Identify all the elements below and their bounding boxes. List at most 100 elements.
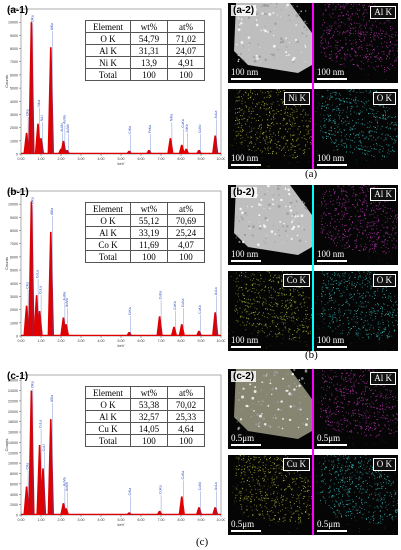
table-cell: O K [85, 398, 131, 411]
y-axis-label: Counts [4, 439, 9, 452]
y-tick-label: 7000 [10, 60, 18, 64]
y-tick-label: 9000 [10, 216, 18, 220]
scale-bar: 100 nm [231, 153, 261, 166]
table-cell: 100 [167, 68, 205, 81]
peak-label: OKa [30, 15, 34, 22]
y-tick-label: 6000 [10, 482, 18, 486]
table-cell: Co K [85, 238, 131, 251]
scale-bar-label: 100 nm [317, 153, 345, 163]
x-tick-label: 4.00 [98, 518, 105, 522]
y-tick-label: 3000 [10, 113, 18, 117]
y-tick-label: 7000 [10, 242, 18, 246]
scale-bar: 100 nm [231, 249, 261, 262]
table-header-cell: at% [167, 386, 205, 399]
scale-bar: 0.5μm [317, 519, 347, 532]
composition-table-a: Element wt% at% O K 54,79 71,02 Al K 31,31 24,07… [85, 20, 205, 81]
map-element-label: O K [372, 92, 396, 105]
peak-label: CuKb [198, 482, 202, 491]
table-cell: 54,79 [130, 32, 168, 45]
x-tick-label: 6.00 [138, 157, 145, 161]
x-tick-label: 10.00 [217, 157, 226, 161]
table-cell: O K [85, 32, 131, 45]
table-cell: 100 [167, 250, 205, 263]
table-cell: Al K [85, 410, 131, 423]
scale-bar: 100 nm [231, 335, 261, 348]
scale-bar-line [231, 346, 261, 348]
map-divider [312, 369, 314, 535]
x-tick-label: 7.00 [158, 339, 165, 343]
scale-bar-label: 0.5μm [231, 433, 255, 443]
peak-label: AuMb [66, 124, 70, 133]
peak-label: CrKa [128, 307, 132, 315]
scale-bar-line [231, 78, 261, 80]
peak-label: AuMa [62, 115, 66, 124]
map-element-label: O K [372, 458, 396, 471]
map-panel-label: (a-2) [231, 5, 257, 16]
x-tick-label: 2.00 [58, 518, 65, 522]
peak-label: CuKa [181, 471, 185, 480]
table-row: Al K 31,31 24,07 [85, 44, 205, 57]
peak-label: CKa [26, 463, 30, 470]
scale-bar: 100 nm [317, 153, 347, 166]
second-element-map-tile: Co K 100 nm [228, 271, 312, 351]
y-tick-label: 22000 [8, 399, 18, 403]
table-header-cell: wt% [130, 386, 168, 399]
sem-image-image [228, 185, 312, 265]
y-tick-label: 2000 [10, 126, 18, 130]
elemental-maps-a: 100 nm Al K 100 nm Ni K 100 nm O K 100 nm (a-2) [228, 3, 398, 169]
table-cell: 100 [130, 68, 168, 81]
y-tick-label: 9000 [10, 34, 18, 38]
map-element-label: Al K [370, 372, 396, 385]
sem-image-tile: 0.5μm [228, 369, 312, 449]
y-tick-label: 26000 [8, 379, 18, 383]
table-header-cell: Element [85, 202, 131, 215]
table-cell: 13,9 [130, 56, 168, 69]
table-cell: 4,07 [167, 238, 205, 251]
sem-image-image [228, 369, 312, 449]
peak-label: CuKb [198, 124, 202, 133]
table-row: Al K 33,19 25,24 [85, 226, 205, 239]
y-tick-label: 0 [16, 335, 18, 339]
scale-bar: 0.5μm [317, 433, 347, 446]
scale-bar: 100 nm [231, 67, 261, 80]
x-tick-label: 10.00 [217, 518, 226, 522]
y-tick-label: 14000 [8, 441, 18, 445]
y-tick-label: 2000 [10, 308, 18, 312]
spectrum-label-a: (a-1) [7, 5, 29, 16]
table-cell: Total [85, 434, 131, 447]
map-element-label: Co K [282, 274, 310, 287]
table-header-cell: Element [85, 20, 131, 33]
y-tick-label: 0 [16, 514, 18, 518]
peak-label: AuMb [65, 482, 69, 491]
x-tick-label: 5.00 [118, 518, 125, 522]
peak-label: NiKb [185, 124, 189, 131]
scale-bar-line [317, 530, 347, 532]
composition-table-c: Element wt% at% O K 53,38 70,02 Al K 32,57 25,33… [85, 386, 205, 447]
peak-label: CoKb [173, 301, 177, 310]
scale-bar-label: 0.5μm [231, 519, 255, 529]
table-cell: Cu K [85, 422, 131, 435]
peak-label: NiLl [40, 115, 44, 121]
y-axis-label: Counts [4, 257, 9, 270]
x-tick-label: 1.00 [38, 339, 45, 343]
table-cell: 14,05 [130, 422, 168, 435]
panel-b: 0 1000 2000 3000 4000 5000 6000 7000 8000 9000 100… [0, 182, 401, 361]
y-tick-label: 6000 [10, 255, 18, 259]
peak-label: AlKa [50, 23, 54, 30]
table-cell: 70,69 [167, 214, 205, 227]
x-tick-label: 9.00 [198, 518, 205, 522]
scale-bar-line [231, 164, 261, 166]
scale-bar-line [317, 444, 347, 446]
al-map-tile: Al K 0.5μm [314, 369, 398, 449]
table-cell: 100 [130, 250, 168, 263]
table-header-cell: Element [85, 386, 131, 399]
y-tick-label: 10000 [8, 203, 18, 207]
y-tick-label: 11000 [8, 8, 18, 12]
peak-label: CuKa [181, 119, 185, 128]
y-tick-label: 4000 [10, 282, 18, 286]
table-cell: 71,02 [167, 32, 205, 45]
x-tick-label: 2.00 [58, 157, 65, 161]
y-tick-label: 0 [16, 153, 18, 157]
scale-bar: 100 nm [317, 335, 347, 348]
table-cell: 70,02 [167, 398, 205, 411]
